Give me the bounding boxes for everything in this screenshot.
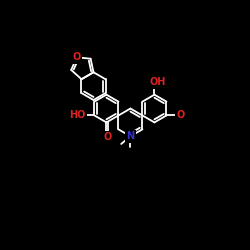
- Text: O: O: [73, 52, 81, 62]
- Text: OH: OH: [149, 77, 166, 87]
- Text: HO: HO: [69, 110, 86, 120]
- Text: N: N: [126, 131, 134, 141]
- Text: O: O: [104, 132, 112, 142]
- Text: O: O: [176, 110, 184, 120]
